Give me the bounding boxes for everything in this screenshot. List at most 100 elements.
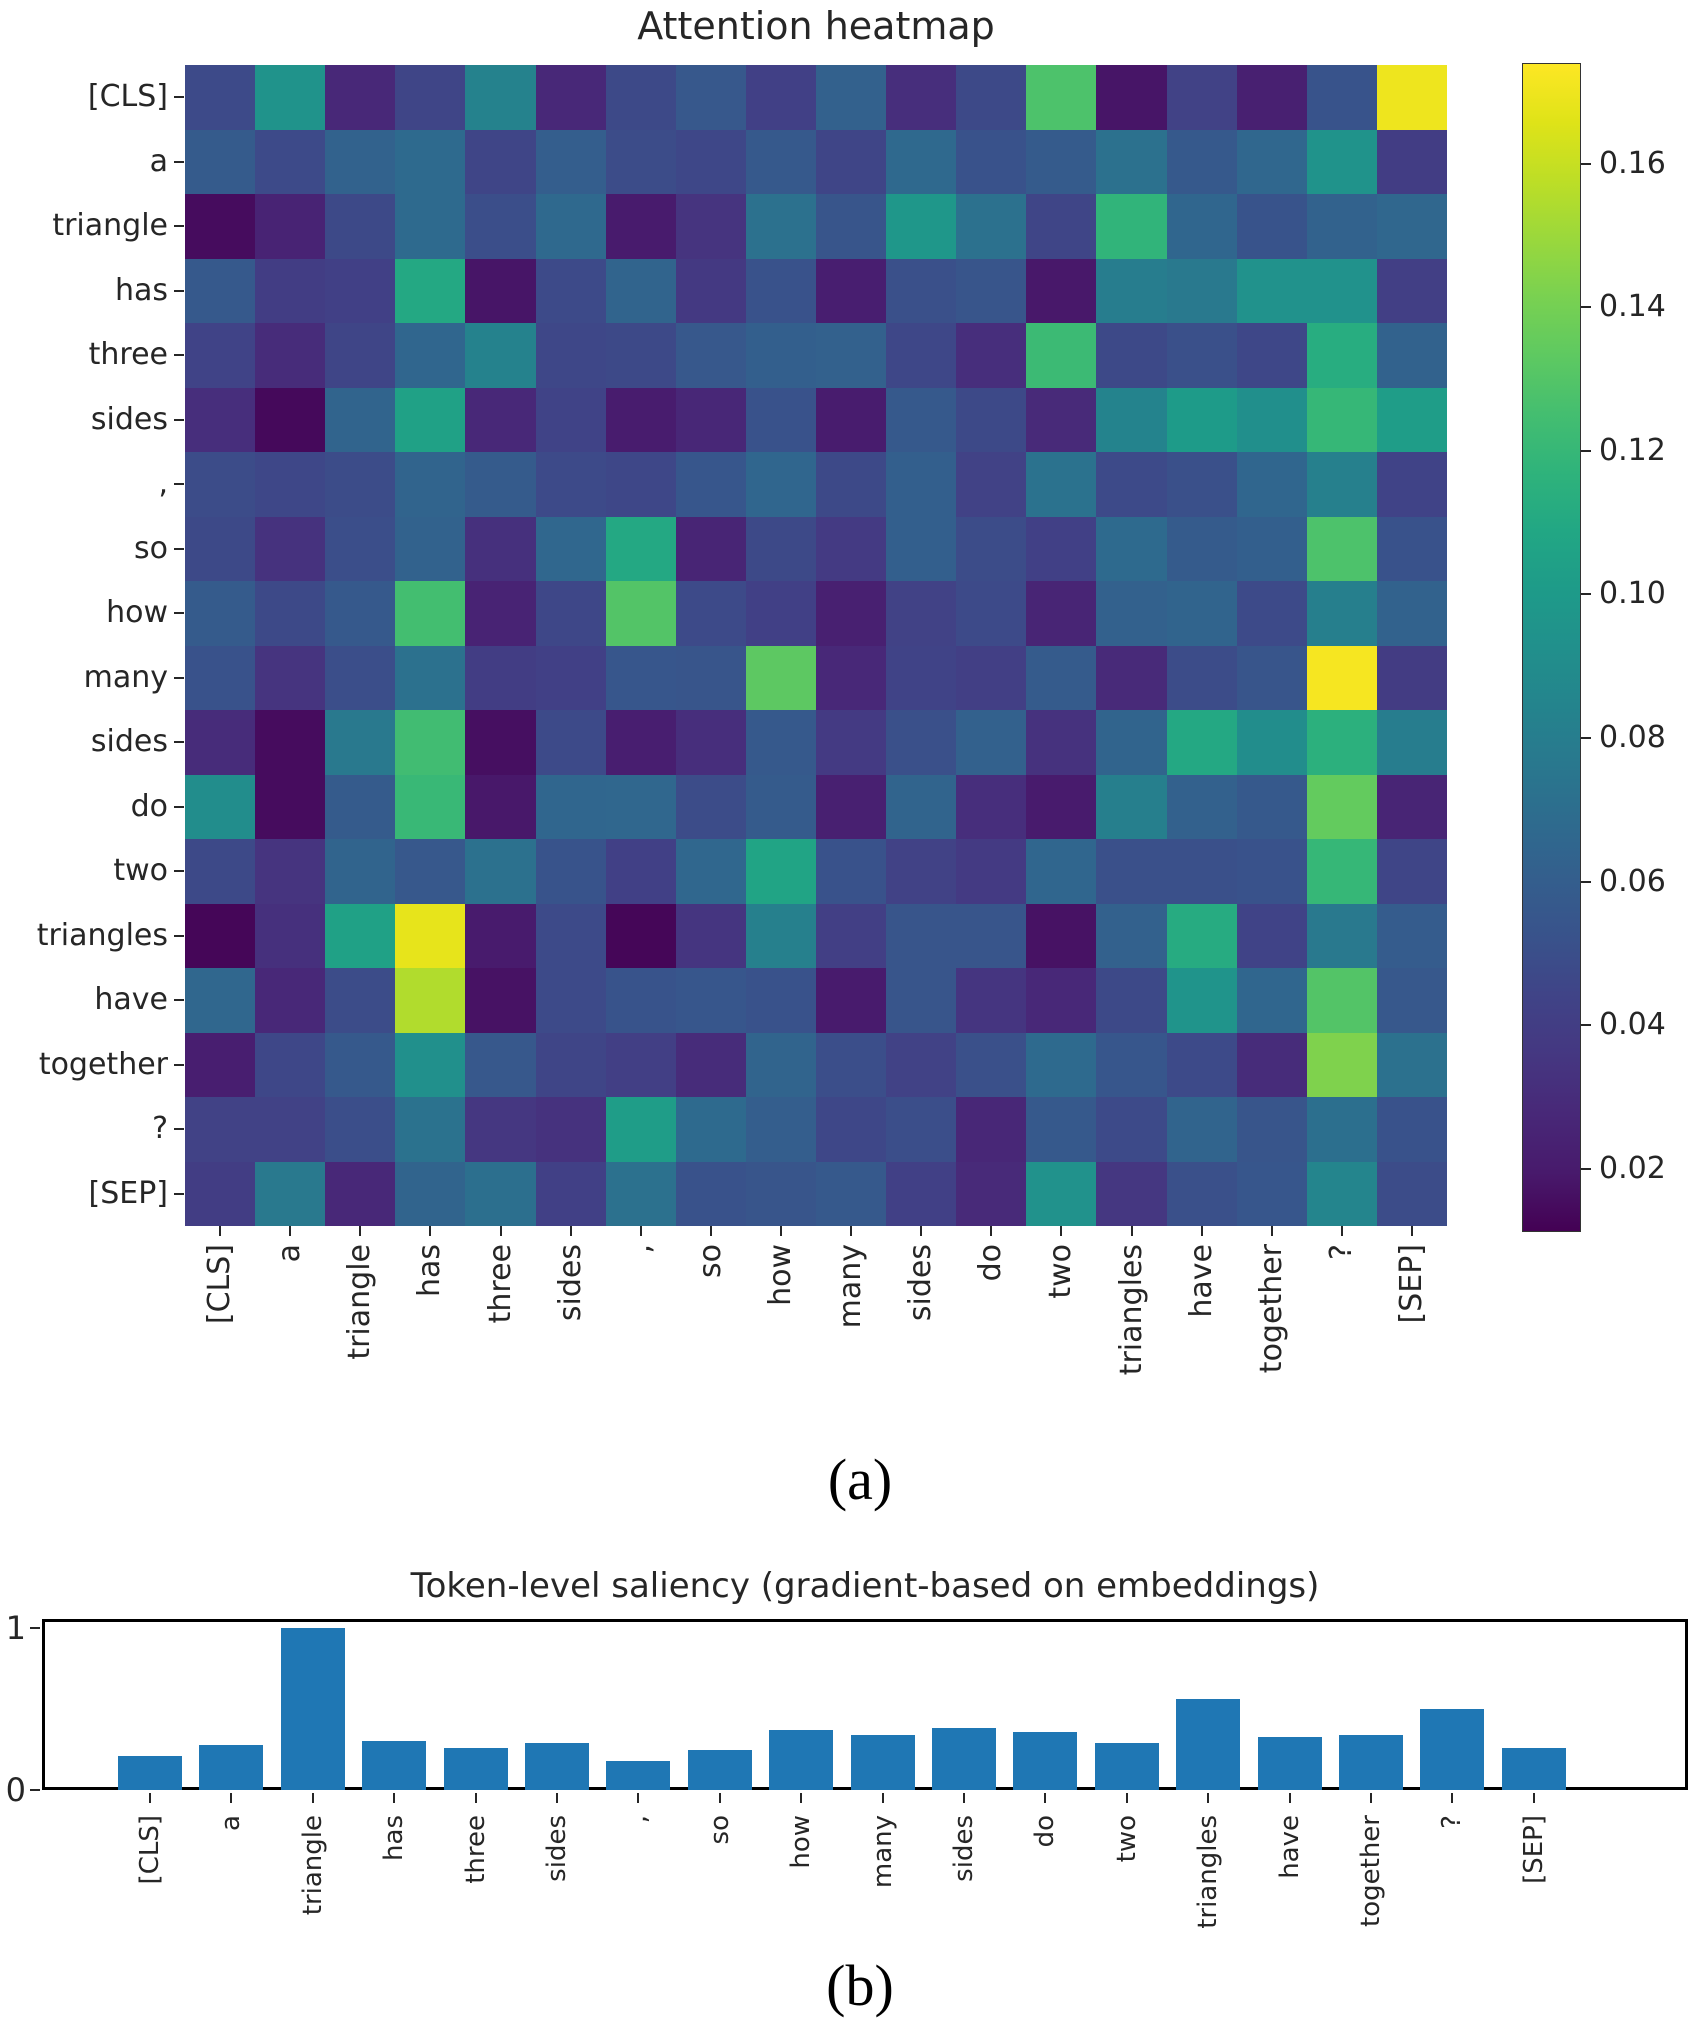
heatmap-cell	[605, 645, 676, 710]
heatmap-cell	[1376, 903, 1447, 968]
heatmap-cell	[1376, 710, 1447, 775]
heatmap-cell	[255, 323, 326, 388]
heatmap-cell	[1236, 323, 1307, 388]
colorbar-tick	[1581, 1167, 1591, 1170]
heatmap-row-label: three	[88, 337, 168, 373]
heatmap-x-tick	[779, 1226, 782, 1236]
heatmap-row-label: so	[134, 530, 168, 566]
heatmap-cell	[255, 839, 326, 904]
saliency-x-label: three	[460, 1815, 491, 1884]
heatmap-cell	[816, 65, 887, 130]
heatmap-row-label: how	[106, 595, 168, 631]
heatmap-cell	[325, 387, 396, 452]
heatmap-y-tick	[174, 225, 184, 228]
heatmap-cell	[395, 452, 466, 517]
saliency-title: Token-level saliency (gradient-based on …	[410, 1566, 1320, 1606]
heatmap-cell	[1376, 1097, 1447, 1162]
heatmap-cell	[535, 1032, 606, 1097]
heatmap-cell	[956, 258, 1027, 323]
saliency-bar	[850, 1734, 915, 1790]
heatmap-y-tick	[174, 741, 184, 744]
heatmap-cell	[325, 323, 396, 388]
colorbar-tick	[1581, 306, 1591, 309]
saliency-x-label: so	[704, 1815, 735, 1845]
heatmap-cell	[1306, 581, 1377, 646]
saliency-bar	[1501, 1747, 1566, 1790]
heatmap-cell	[395, 516, 466, 581]
heatmap-cell	[816, 1161, 887, 1226]
heatmap-x-tick	[1060, 1226, 1063, 1236]
heatmap-cell	[1166, 452, 1237, 517]
saliency-bar	[687, 1749, 752, 1790]
heatmap-col-label: ,	[622, 1244, 658, 1254]
heatmap-cell	[886, 258, 957, 323]
colorbar-tick	[1581, 1024, 1591, 1027]
heatmap-cell	[1236, 645, 1307, 710]
saliency-x-tick	[718, 1793, 721, 1803]
heatmap-cell	[605, 194, 676, 259]
heatmap-cell	[1166, 1097, 1237, 1162]
heatmap-cell	[1236, 258, 1307, 323]
heatmap-cell	[535, 323, 606, 388]
heatmap-cell	[605, 710, 676, 775]
heatmap-col-label: [SEP]	[1393, 1244, 1429, 1324]
heatmap-cell	[255, 968, 326, 1033]
heatmap-x-tick	[219, 1226, 222, 1236]
heatmap-x-tick	[359, 1226, 362, 1236]
saliency-x-label: how	[786, 1815, 817, 1869]
heatmap-cell	[325, 1161, 396, 1226]
heatmap-cell	[956, 968, 1027, 1033]
heatmap-x-tick	[1270, 1226, 1273, 1236]
heatmap-col-label: triangles	[1113, 1244, 1149, 1376]
heatmap-cell	[886, 774, 957, 839]
saliency-x-label: two	[1111, 1815, 1142, 1863]
heatmap-cell	[675, 1097, 746, 1162]
heatmap-cell	[535, 968, 606, 1033]
saliency-x-tick	[1288, 1793, 1291, 1803]
saliency-x-tick	[800, 1793, 803, 1803]
heatmap-col-label: many	[833, 1244, 869, 1329]
heatmap-cell	[255, 452, 326, 517]
heatmap-cell	[185, 774, 256, 839]
saliency-x-label: ?	[1437, 1815, 1468, 1829]
heatmap-cell	[605, 65, 676, 130]
heatmap-y-tick	[174, 354, 184, 357]
heatmap-cell	[325, 710, 396, 775]
heatmap-cell	[605, 1097, 676, 1162]
heatmap-cell	[395, 968, 466, 1033]
saliency-x-label: a	[216, 1815, 247, 1831]
heatmap-cell	[886, 129, 957, 194]
heatmap-cell	[886, 1032, 957, 1097]
heatmap-cell	[255, 774, 326, 839]
heatmap-cell	[325, 839, 396, 904]
saliency-x-label: do	[1030, 1815, 1061, 1848]
heatmap-cell	[1306, 452, 1377, 517]
heatmap-col-label: [CLS]	[202, 1244, 238, 1325]
heatmap-cell	[1026, 710, 1097, 775]
heatmap-col-label: how	[762, 1244, 798, 1306]
heatmap-row-label: sides	[90, 724, 168, 760]
heatmap-cell	[956, 129, 1027, 194]
colorbar-tick-label: 0.04	[1599, 1007, 1666, 1043]
saliency-x-tick	[881, 1793, 884, 1803]
heatmap-cell	[956, 839, 1027, 904]
saliency-bar	[443, 1747, 508, 1790]
colorbar	[1522, 63, 1581, 1232]
heatmap-x-tick	[1340, 1226, 1343, 1236]
heatmap-cell	[185, 129, 256, 194]
heatmap-cell	[1096, 194, 1167, 259]
saliency-bar	[362, 1741, 427, 1790]
heatmap-cell	[745, 1097, 816, 1162]
heatmap-cell	[745, 1032, 816, 1097]
heatmap-x-tick	[709, 1226, 712, 1236]
heatmap-cell	[255, 387, 326, 452]
saliency-y-tick-label: 1	[5, 1609, 26, 1647]
heatmap-cell	[605, 774, 676, 839]
saliency-x-tick	[474, 1793, 477, 1803]
heatmap-cell	[465, 452, 536, 517]
heatmap-cell	[465, 774, 536, 839]
heatmap-col-label: sides	[903, 1244, 939, 1322]
saliency-x-label: ,	[623, 1815, 654, 1824]
heatmap-cell	[255, 129, 326, 194]
saliency-x-tick	[556, 1793, 558, 1803]
